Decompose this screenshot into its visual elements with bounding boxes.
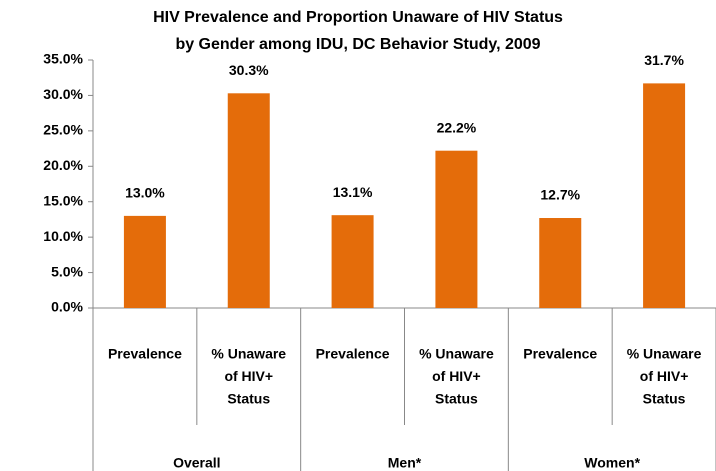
bar (435, 150, 478, 308)
x-tick-label: of HIV+ (224, 368, 273, 384)
y-tick-label: 25.0% (43, 122, 83, 138)
group-label: Men* (388, 455, 422, 471)
chart-title: HIV Prevalence and Proportion Unaware of… (153, 9, 563, 26)
data-label: 22.2% (437, 119, 477, 135)
x-tick-label: Prevalence (316, 346, 390, 362)
y-tick-label: 20.0% (43, 157, 83, 173)
bar (539, 218, 582, 308)
x-tick-label: % Unaware (419, 346, 494, 362)
y-tick-label: 5.0% (51, 263, 83, 279)
x-tick-label: Status (435, 391, 478, 407)
y-tick-label: 0.0% (51, 299, 83, 315)
y-tick-label: 30.0% (43, 86, 83, 102)
y-tick-label: 10.0% (43, 228, 83, 244)
x-tick-label: % Unaware (211, 346, 286, 362)
x-tick-label: of HIV+ (432, 368, 481, 384)
data-label: 13.0% (125, 185, 165, 201)
y-tick-label: 35.0% (43, 51, 83, 67)
x-tick-label: Status (227, 391, 270, 407)
x-tick-label: Prevalence (523, 346, 597, 362)
y-tick-label: 15.0% (43, 192, 83, 208)
chart-title: by Gender among IDU, DC Behavior Study, … (175, 36, 540, 53)
data-label: 12.7% (540, 187, 580, 203)
x-tick-label: Prevalence (108, 346, 182, 362)
x-tick-label: Status (643, 391, 686, 407)
x-tick-label: of HIV+ (640, 368, 689, 384)
data-label: 31.7% (644, 52, 684, 68)
x-tick-label: % Unaware (627, 346, 702, 362)
bar (643, 83, 686, 308)
data-label: 30.3% (229, 62, 269, 78)
group-label: Women* (584, 455, 640, 471)
group-label: Overall (173, 455, 220, 471)
bar (331, 215, 374, 308)
data-label: 13.1% (333, 184, 373, 200)
bar (227, 93, 270, 308)
bar (123, 215, 166, 308)
